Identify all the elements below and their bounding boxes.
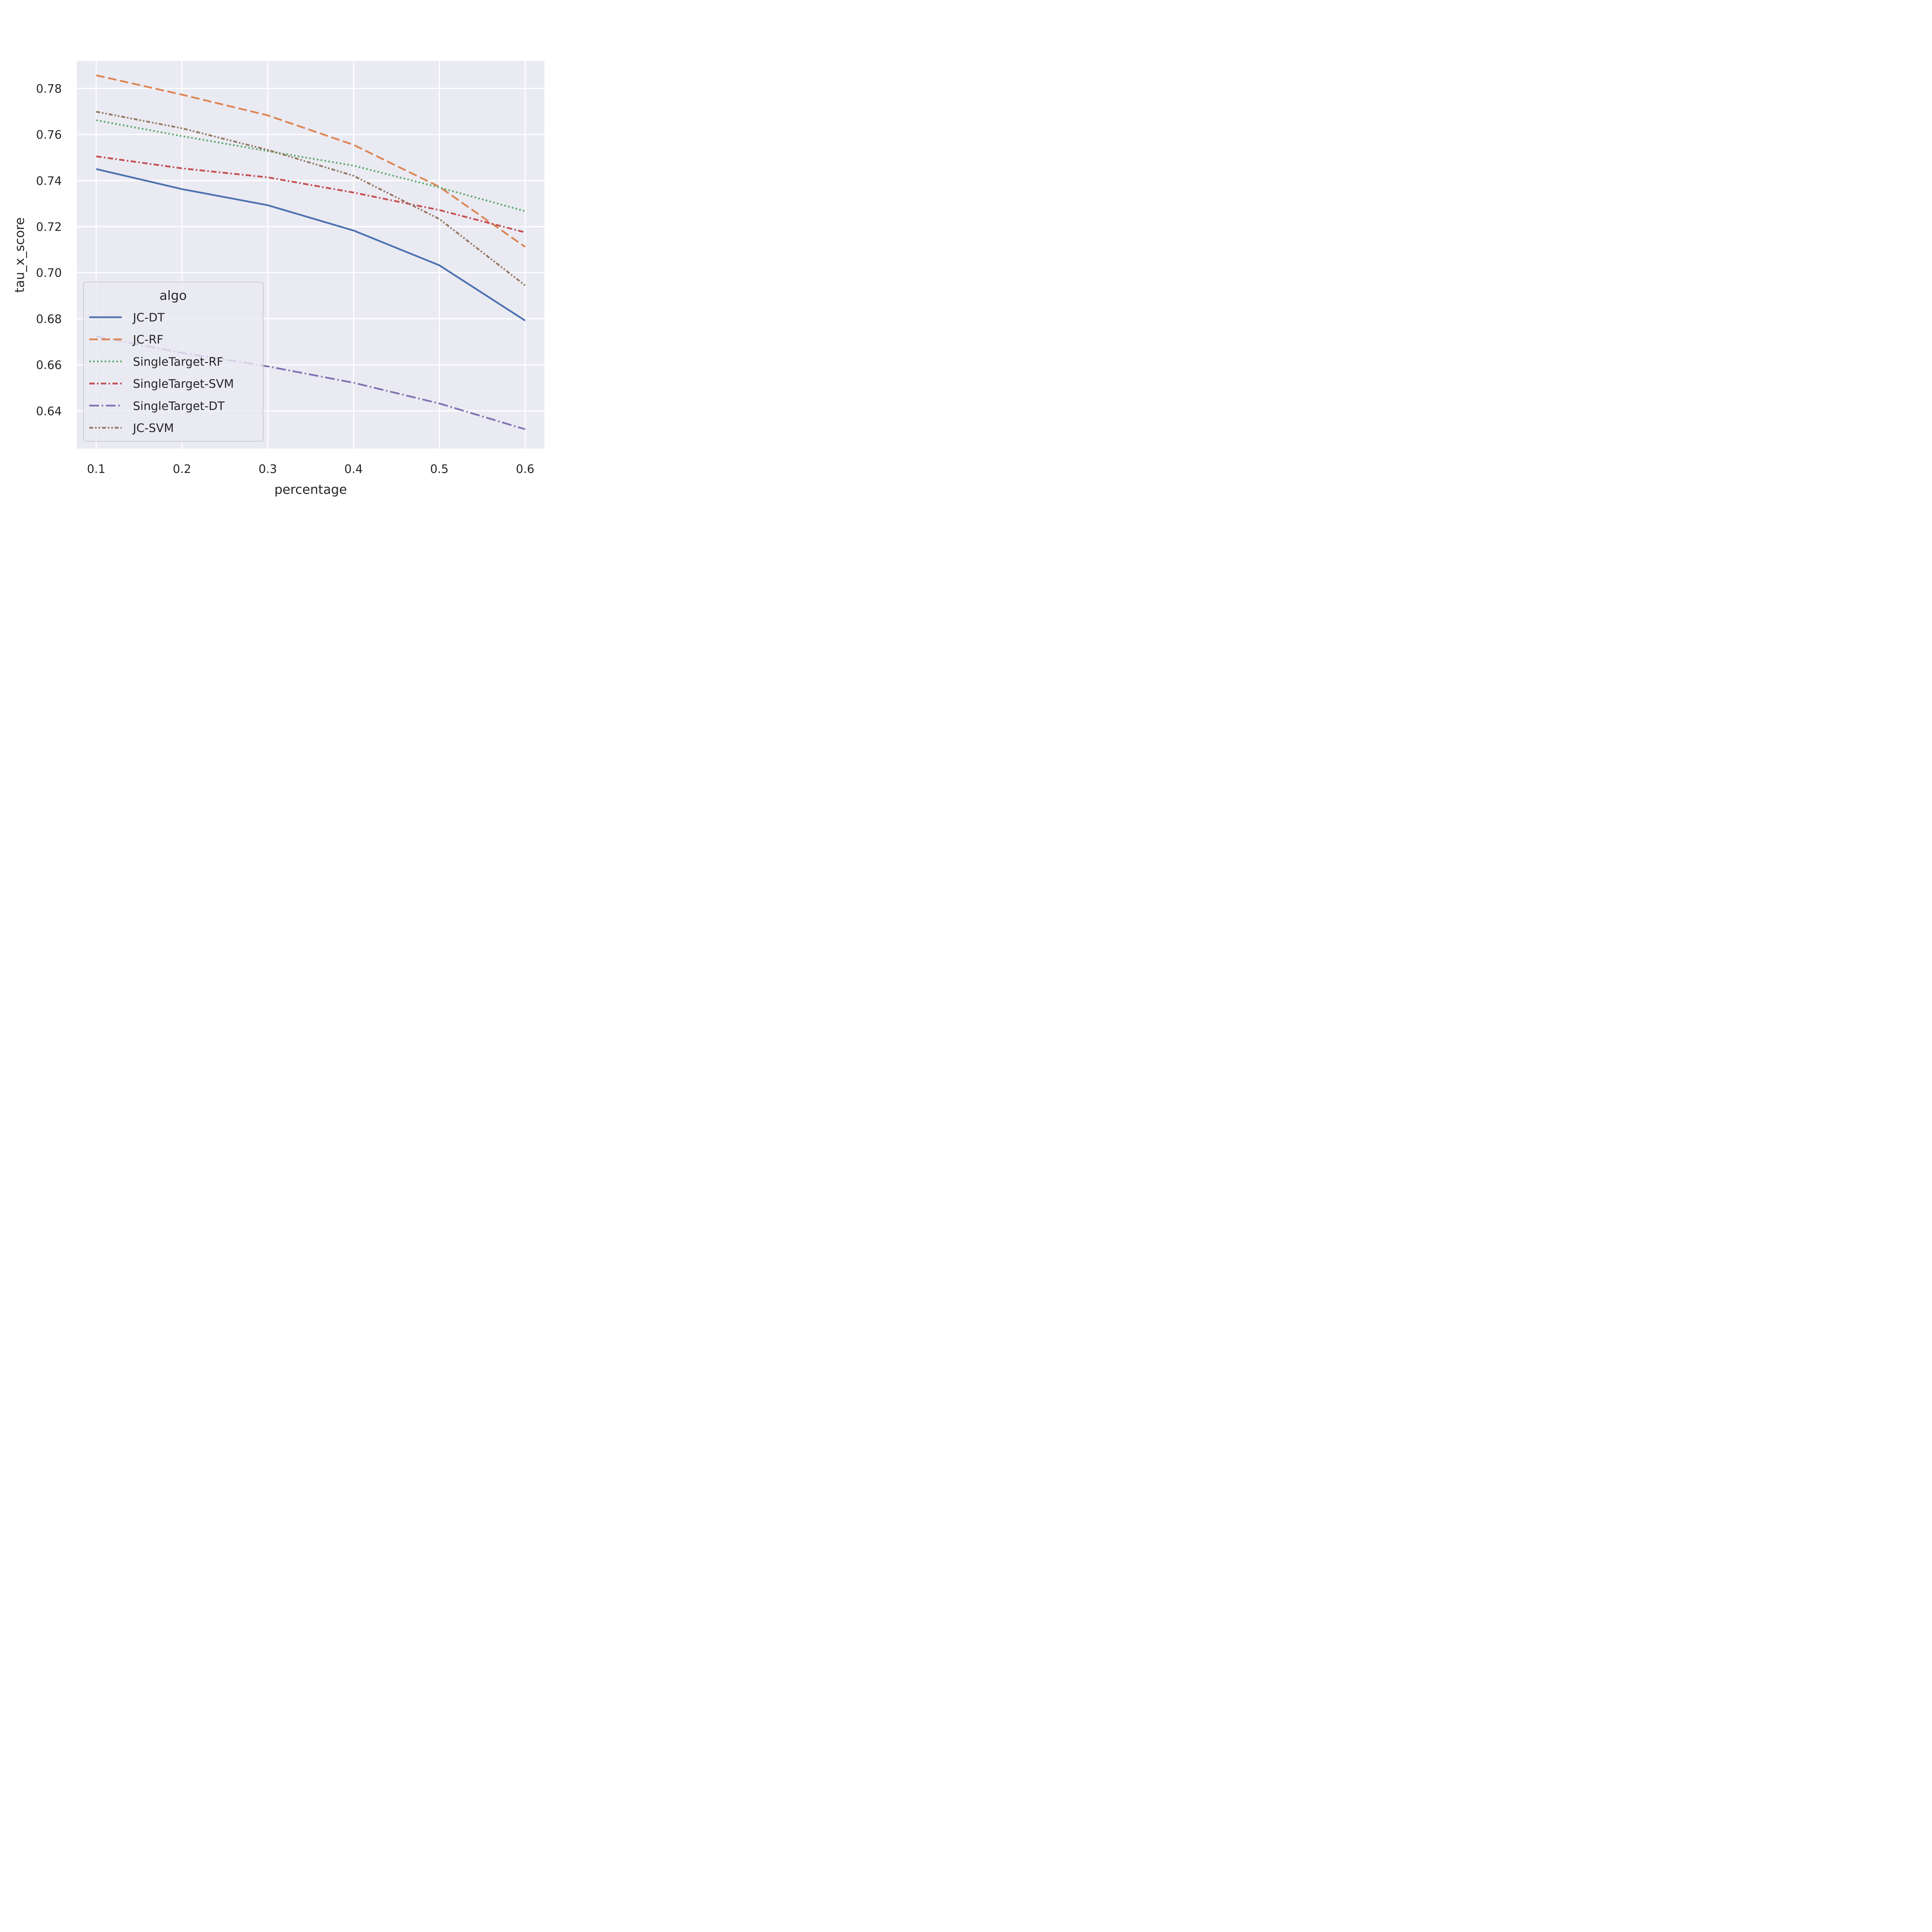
series-line-singletarget-rf bbox=[96, 119, 526, 212]
series-line-jc-dt bbox=[96, 168, 526, 321]
y-tick-label: 0.72 bbox=[36, 220, 62, 234]
y-tick-label: 0.64 bbox=[36, 405, 62, 418]
x-tick-label: 0.4 bbox=[344, 463, 363, 476]
y-tick-label: 0.76 bbox=[36, 128, 62, 142]
y-tick-label: 0.74 bbox=[36, 174, 62, 188]
x-tick-label: 0.3 bbox=[259, 463, 277, 476]
y-tick-label: 0.66 bbox=[36, 359, 62, 372]
y-tick-label: 0.68 bbox=[36, 313, 62, 326]
y-tick-labels: 0.64 0.66 0.68 0.70 0.72 0.74 0.76 0.78 bbox=[36, 82, 62, 418]
x-tick-label: 0.1 bbox=[87, 463, 105, 476]
x-tick-label: 0.5 bbox=[430, 463, 449, 476]
legend-entry: SingleTarget-RF bbox=[133, 355, 223, 369]
series-lines bbox=[96, 74, 526, 430]
legend-items: JC-DT JC-RF SingleTarget-RF SingleTarget-SV… bbox=[89, 311, 234, 435]
y-axis-label: tau_x_score bbox=[12, 217, 27, 293]
series-line-jc-rf bbox=[96, 74, 526, 248]
legend-entry: SingleTarget-DT bbox=[133, 400, 225, 413]
line-chart: 0.1 0.2 0.3 0.4 0.5 0.6 0.640.660.680.700.720… bbox=[12, 61, 544, 497]
legend-entry: JC-DT bbox=[132, 311, 165, 325]
y-tick-label: 0.70 bbox=[36, 267, 62, 280]
series-line-singletarget-svm bbox=[96, 155, 526, 233]
legend-box bbox=[83, 282, 264, 442]
series-line-jc-svm bbox=[96, 111, 526, 286]
legend-entry: SingleTarget-SVM bbox=[133, 378, 234, 391]
x-axis-label: percentage bbox=[274, 482, 347, 497]
x-tick-label: 0.6 bbox=[516, 463, 534, 476]
legend: algo JC-DT JC-RF SingleTarget-RF SingleTarg… bbox=[83, 282, 264, 442]
y-tick-label: 0.78 bbox=[36, 82, 62, 96]
x-tick-labels: 0.1 0.2 0.3 0.4 0.5 0.6 bbox=[87, 463, 534, 476]
legend-entry: JC-SVM bbox=[132, 422, 174, 435]
legend-entry: JC-RF bbox=[132, 333, 163, 347]
x-tick-label: 0.2 bbox=[173, 463, 191, 476]
legend-title: algo bbox=[160, 288, 187, 303]
